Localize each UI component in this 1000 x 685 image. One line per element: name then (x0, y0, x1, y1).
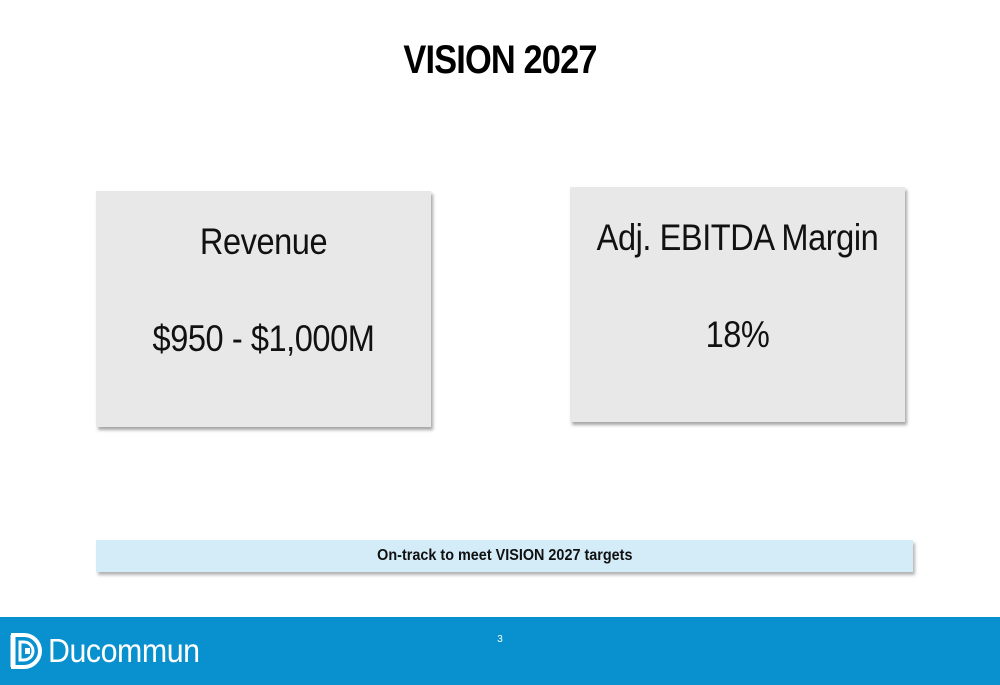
logo-text: Ducommun (48, 632, 200, 669)
ebitda-card: Adj. EBITDA Margin 18% (570, 187, 905, 422)
slide-title: VISION 2027 (403, 38, 597, 82)
revenue-value: $950 - $1,000M (152, 318, 375, 359)
ebitda-value: 18% (705, 314, 770, 355)
revenue-card: Revenue $950 - $1,000M (96, 191, 431, 427)
slide-footer: Ducommun 3 (0, 617, 1000, 685)
page-number: 3 (497, 634, 503, 645)
revenue-label: Revenue (199, 221, 328, 262)
status-banner: On-track to meet VISION 2027 targets (96, 540, 913, 572)
company-logo: Ducommun (10, 631, 213, 671)
status-banner-text: On-track to meet VISION 2027 targets (376, 547, 633, 564)
ducommun-logo-icon (10, 633, 42, 669)
ebitda-label: Adj. EBITDA Margin (596, 217, 879, 258)
